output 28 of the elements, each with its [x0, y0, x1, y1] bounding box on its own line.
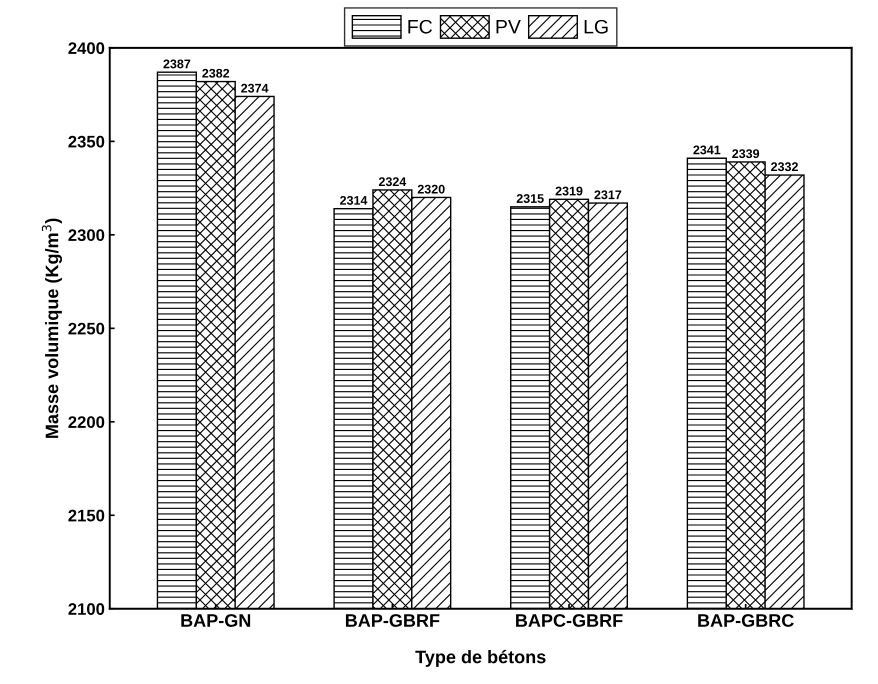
y-tick-label: 2150 — [68, 510, 104, 522]
y-tick-label: 2250 — [68, 322, 104, 335]
y-tick-label: 2100 — [68, 603, 104, 615]
data-label: 2319 — [556, 186, 582, 196]
legend-label: LG — [584, 20, 608, 34]
data-label: 2314 — [340, 196, 368, 205]
x-tick-label: BAPC-GBRF — [516, 614, 623, 627]
data-label: 2320 — [418, 184, 445, 194]
data-label: 2341 — [693, 145, 720, 154]
data-label: 2339 — [732, 149, 760, 158]
x-tick-label: BAP-GBRC — [698, 614, 794, 627]
legend-label: FC — [408, 20, 432, 34]
y-tick-label: 2300 — [68, 229, 104, 242]
data-label: 2332 — [771, 162, 798, 172]
x-tick-label: BAP-GN — [181, 614, 250, 627]
y-tick-label: 2400 — [68, 42, 104, 54]
data-label: 2324 — [378, 177, 406, 186]
y-axis-title: Masse volumique (Kg/m$^{3}$) — [42, 218, 62, 438]
y-tick-label: 2350 — [68, 136, 104, 148]
data-label: 2317 — [594, 190, 622, 200]
legend-label: PV — [496, 20, 521, 34]
data-label: 2315 — [516, 194, 544, 203]
data-label: 2387 — [163, 59, 190, 68]
x-tick-label: BAP-GBRF — [346, 614, 440, 627]
data-label: 2382 — [202, 68, 230, 78]
y-tick-label: 2200 — [68, 416, 104, 428]
data-label: 2374 — [241, 84, 268, 93]
x-axis-title: Type de bétons — [415, 650, 546, 667]
